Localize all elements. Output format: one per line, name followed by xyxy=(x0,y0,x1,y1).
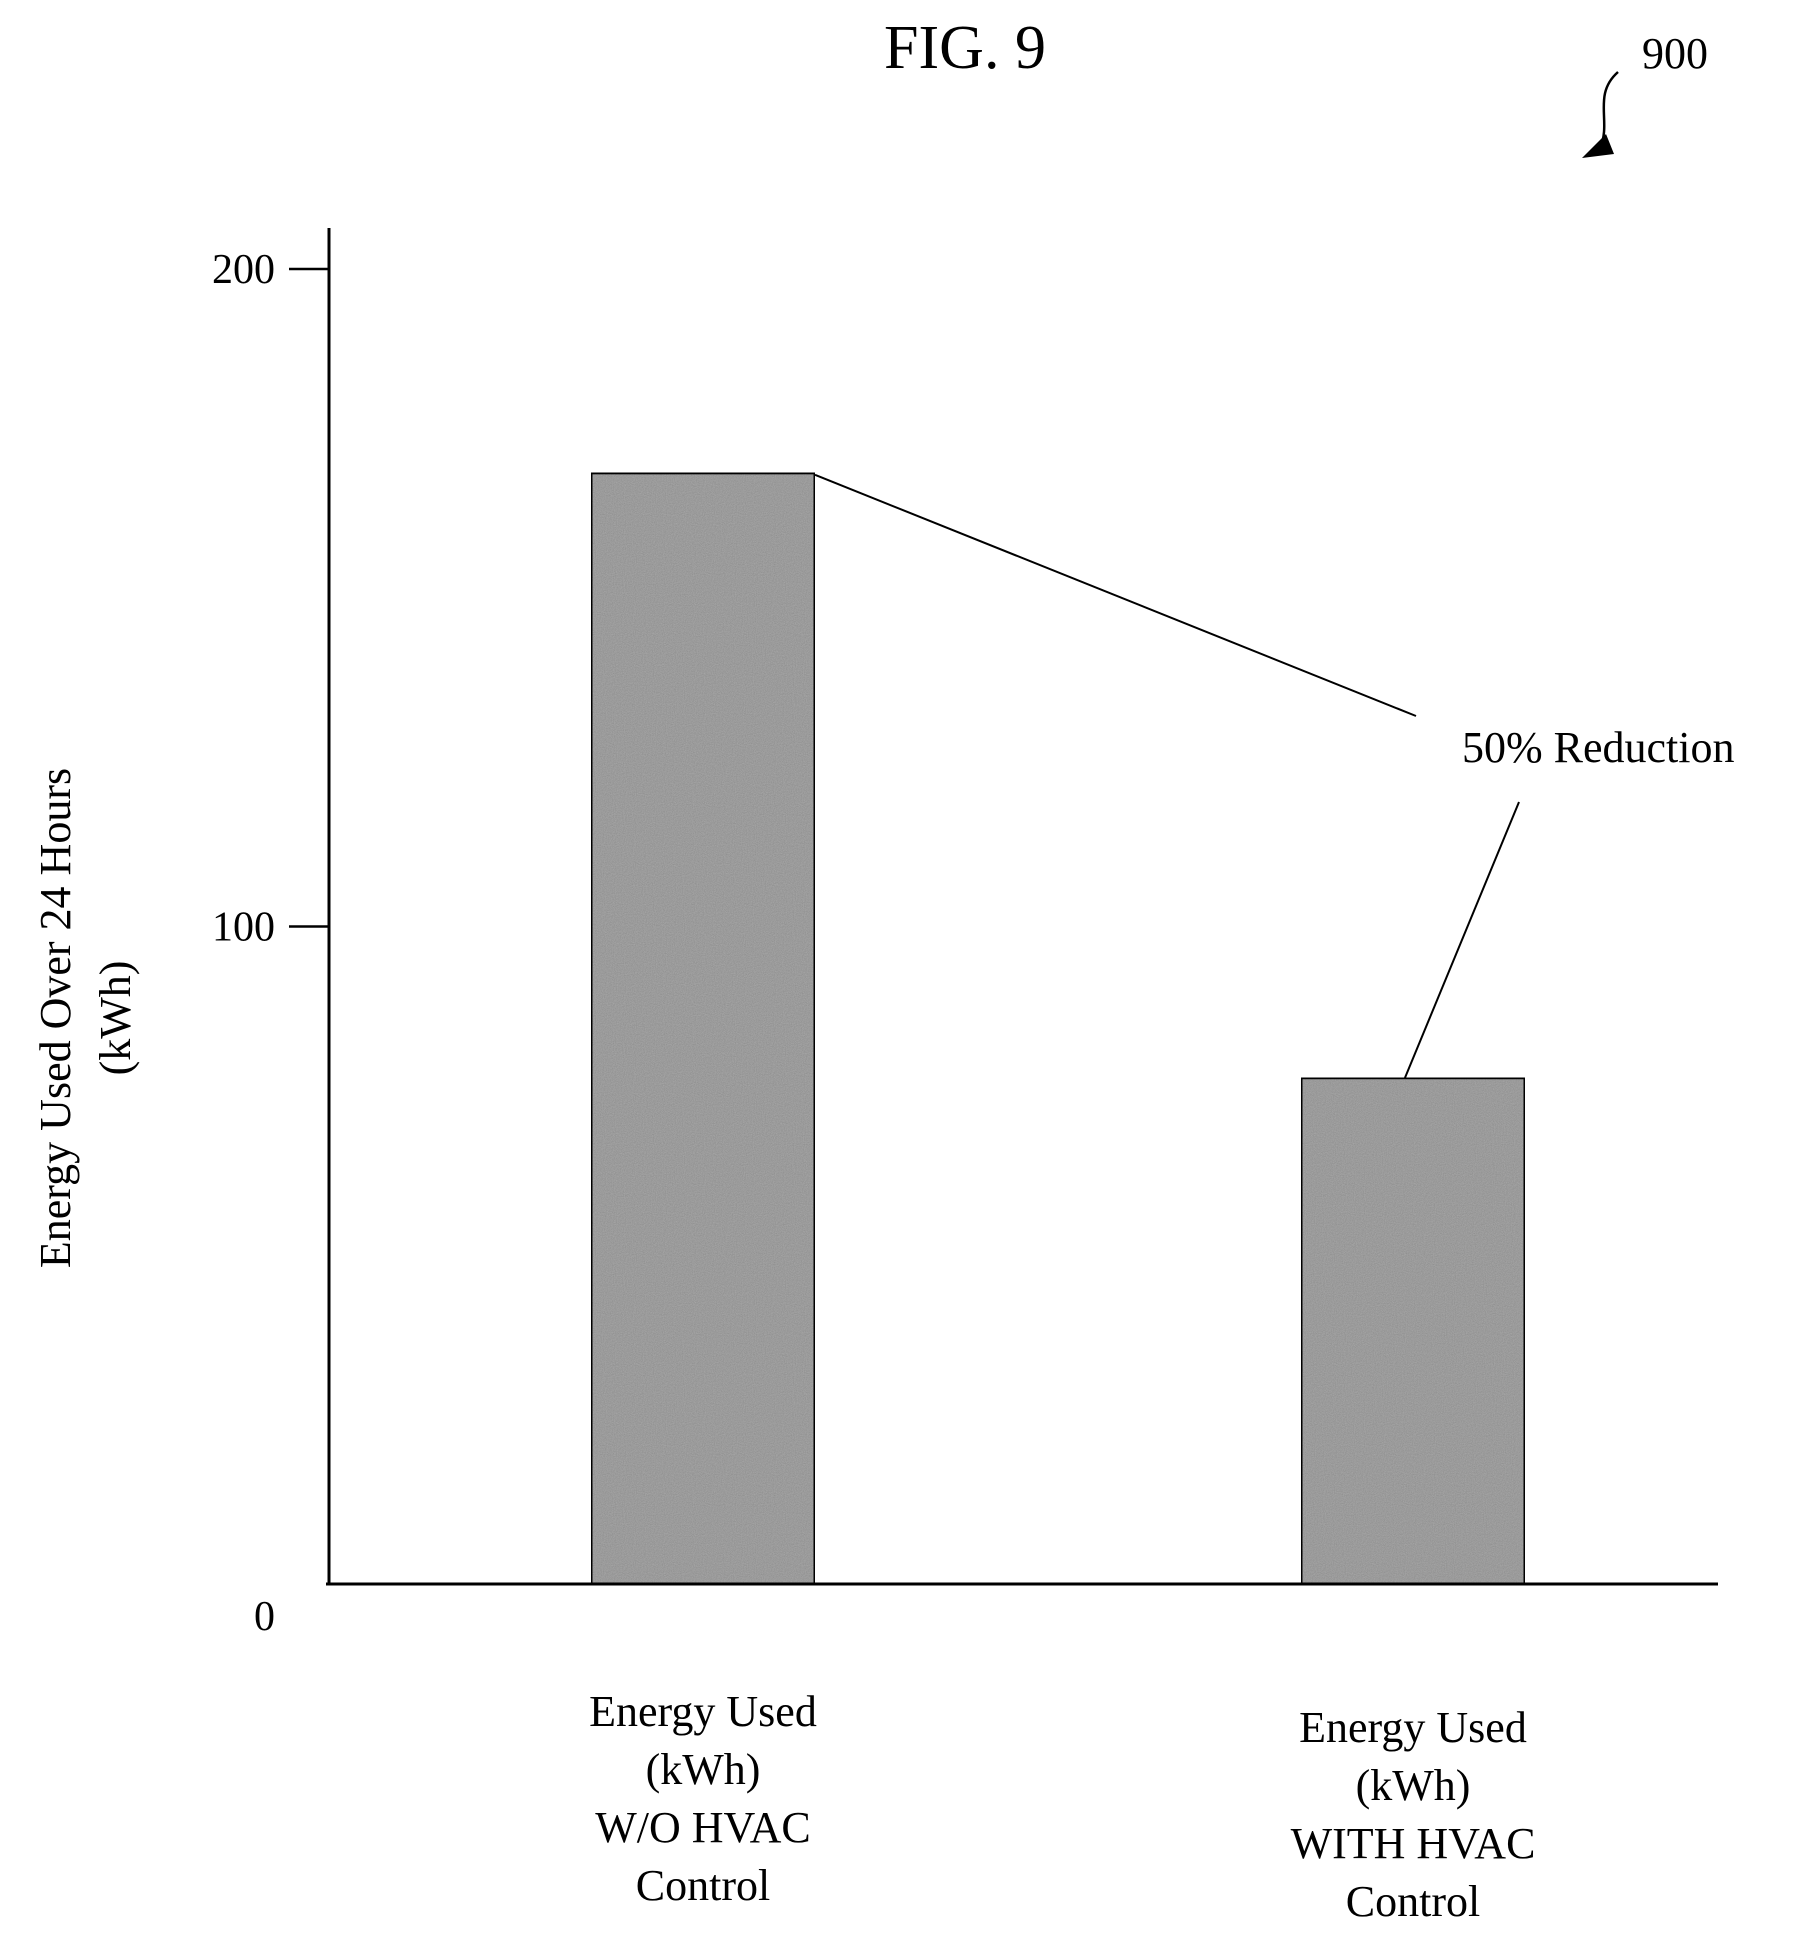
y-axis-label: Energy Used Over 24 Hours (kWh) xyxy=(31,768,140,1268)
reduction-annotation: 50% Reduction xyxy=(1462,723,1735,772)
y-tick-label: 0 xyxy=(254,1594,275,1640)
x-category-label: (kWh) xyxy=(1356,1761,1471,1810)
reference-arrow-icon xyxy=(1598,71,1619,149)
arrowhead-icon xyxy=(1582,134,1614,158)
x-category-label: Control xyxy=(636,1861,770,1910)
x-category-label: Energy Used xyxy=(1299,1703,1527,1752)
x-category-label: Control xyxy=(1346,1877,1480,1926)
x-category-label: (kWh) xyxy=(646,1745,761,1794)
bar-1 xyxy=(589,471,817,1586)
figure-title: FIG. 9 xyxy=(884,14,1046,82)
bar-2 xyxy=(1299,1076,1527,1586)
plot-area: 0 100 200 Energy Used (kWh) W/O HVAC Control E… xyxy=(212,228,1735,1926)
reference-numeral-900: 900 xyxy=(1582,29,1708,158)
x-category-label: W/O HVAC xyxy=(595,1803,811,1852)
annotation-leader-line xyxy=(1404,801,1520,1079)
annotation-leader-line xyxy=(814,473,1417,717)
y-tick-label: 200 xyxy=(212,247,275,293)
y-axis-label-line-2: (kWh) xyxy=(91,961,140,1076)
y-axis-label-line-1: Energy Used Over 24 Hours xyxy=(31,768,80,1268)
x-category-label: Energy Used xyxy=(589,1687,817,1736)
reference-number: 900 xyxy=(1642,29,1708,78)
y-tick-label: 100 xyxy=(212,905,275,951)
x-category-label: WITH HVAC xyxy=(1291,1819,1536,1868)
